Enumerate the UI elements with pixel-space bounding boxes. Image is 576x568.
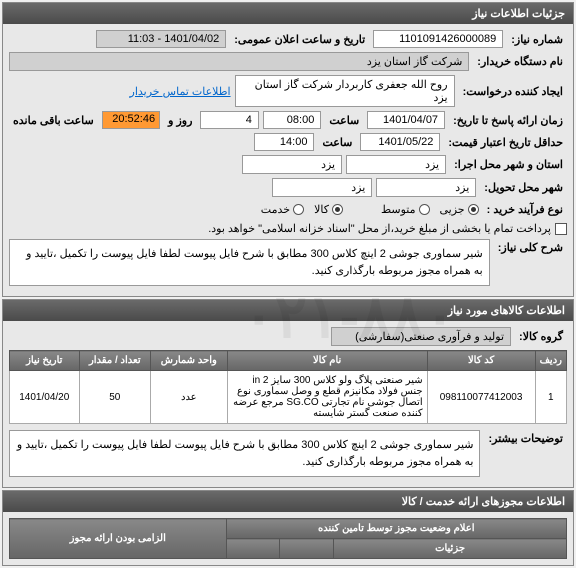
radio-icon <box>468 204 479 215</box>
desc-label: شرح کلی نیاز: <box>494 239 567 256</box>
remain-label: ساعت باقی مانده <box>9 112 98 129</box>
table-row: 1098110077412003شیر صنعتی پلاگ ولو کلاس … <box>10 371 567 424</box>
goods-cell-name: شیر صنعتی پلاگ ولو کلاس 300 سایز in 2 جن… <box>227 371 427 424</box>
buyer-label: نام دستگاه خریدار: <box>473 53 567 70</box>
goods-th: تاریخ نیاز <box>10 351 80 371</box>
goods-th: ردیف <box>535 351 566 371</box>
radio-service-label: خدمت <box>261 203 290 216</box>
goods-th: نام کالا <box>227 351 427 371</box>
deadline-label: حداقل تاریخ اعتبار قیمت: <box>444 134 567 151</box>
permits-subheader: اعلام وضعیت مجوز توسط تامین کننده <box>226 519 566 539</box>
requester-label: ایجاد کننده درخواست: <box>459 83 567 100</box>
need-no-value: 1101091426000089 <box>373 30 503 48</box>
remain-value: 20:52:46 <box>102 111 160 129</box>
goods-table: ردیفکد کالانام کالاواحد شمارشتعداد / مقد… <box>9 350 567 424</box>
exec-city-label: استان و شهر محل اجرا: <box>450 156 567 173</box>
buy-type-label: نوع فرآیند خرید : <box>483 201 567 218</box>
pub-datetime-label: تاریخ و ساعت اعلان عمومی: <box>230 31 369 48</box>
goods-cell-date: 1401/04/20 <box>10 371 80 424</box>
response-label: زمان ارائه پاسخ تا تاریخ: <box>449 112 567 129</box>
radio-icon <box>293 204 304 215</box>
goods-th: واحد شمارش <box>151 351 228 371</box>
deliv-city2: یزد <box>272 178 372 197</box>
permits-col-b <box>280 539 334 559</box>
more-label: توضیحات بیشتر: <box>484 430 567 447</box>
radio-icon <box>419 204 430 215</box>
radio-goods[interactable]: کالا <box>314 203 343 216</box>
deadline-hour: 14:00 <box>254 133 314 151</box>
exec-city1: یزد <box>346 155 446 174</box>
permits-panel: اطلاعات مجوزهای ارائه خدمت / کالا اعلام … <box>2 490 574 566</box>
need-info-header: جزئیات اطلاعات نیاز <box>3 3 573 24</box>
deliv-city-label: شهر محل تحویل: <box>480 179 567 196</box>
permits-header: اطلاعات مجوزهای ارائه خدمت / کالا <box>3 491 573 512</box>
goods-cell-unit: عدد <box>151 371 228 424</box>
days-value: 4 <box>200 111 258 129</box>
more-text: شیر سماوری جوشی 2 اینچ کلاس 300 مطابق با… <box>9 430 480 477</box>
radio-partial-label: جزیی <box>440 203 465 216</box>
pay-checkbox[interactable] <box>555 223 567 235</box>
response-hour-label: ساعت <box>325 112 363 129</box>
group-value: تولید و فرآوری صنعتی(سفارشی) <box>331 327 511 346</box>
radio-partial[interactable]: جزیی <box>440 203 479 216</box>
pub-datetime-value: 1401/04/02 - 11:03 <box>96 30 226 48</box>
days-label: روز و <box>164 112 196 129</box>
requester-value: روح الله جعفری کاربردار شرکت گاز استان ی… <box>235 75 455 107</box>
radio-icon <box>332 204 343 215</box>
permits-col-c <box>226 539 280 559</box>
deliv-city1: یزد <box>376 178 476 197</box>
response-hour: 08:00 <box>263 111 321 129</box>
permits-col-details: جزئیات <box>334 539 567 559</box>
goods-th: تعداد / مقدار <box>79 351 150 371</box>
permits-col-mandatory: الزامی بودن ارائه مجوز <box>10 519 227 559</box>
need-info-panel: جزئیات اطلاعات نیاز شماره نیاز: 11010914… <box>2 2 574 297</box>
deadline-date: 1401/05/22 <box>360 133 440 151</box>
buyer-contact-link[interactable]: اطلاعات تماس خریدار <box>130 85 231 98</box>
goods-header: اطلاعات کالاهای مورد نیاز <box>3 300 573 321</box>
radio-mid-label: متوسط <box>381 203 416 216</box>
goods-panel: اطلاعات کالاهای مورد نیاز گروه کالا: تول… <box>2 299 574 488</box>
response-date: 1401/04/07 <box>367 111 445 129</box>
radio-goods-label: کالا <box>314 203 329 216</box>
exec-city2: یزد <box>242 155 342 174</box>
goods-cell-code: 098110077412003 <box>427 371 535 424</box>
goods-service-radios: کالا خدمت <box>261 203 343 216</box>
desc-text: شیر سماوری جوشی 2 اینچ کلاس 300 مطابق با… <box>9 239 490 286</box>
radio-service[interactable]: خدمت <box>261 203 304 216</box>
need-no-label: شماره نیاز: <box>507 31 567 48</box>
buyer-value: شرکت گاز استان یزد <box>9 52 469 71</box>
pay-note: پرداخت تمام یا بخشی از مبلغ خرید،از محل … <box>208 222 551 235</box>
permits-table: اعلام وضعیت مجوز توسط تامین کننده الزامی… <box>9 518 567 559</box>
goods-th: کد کالا <box>427 351 535 371</box>
buy-type-radios: جزیی متوسط <box>381 203 479 216</box>
radio-mid[interactable]: متوسط <box>381 203 430 216</box>
goods-cell-qty: 50 <box>79 371 150 424</box>
deadline-hour-label: ساعت <box>318 134 356 151</box>
goods-cell-idx: 1 <box>535 371 566 424</box>
group-label: گروه کالا: <box>515 328 567 345</box>
